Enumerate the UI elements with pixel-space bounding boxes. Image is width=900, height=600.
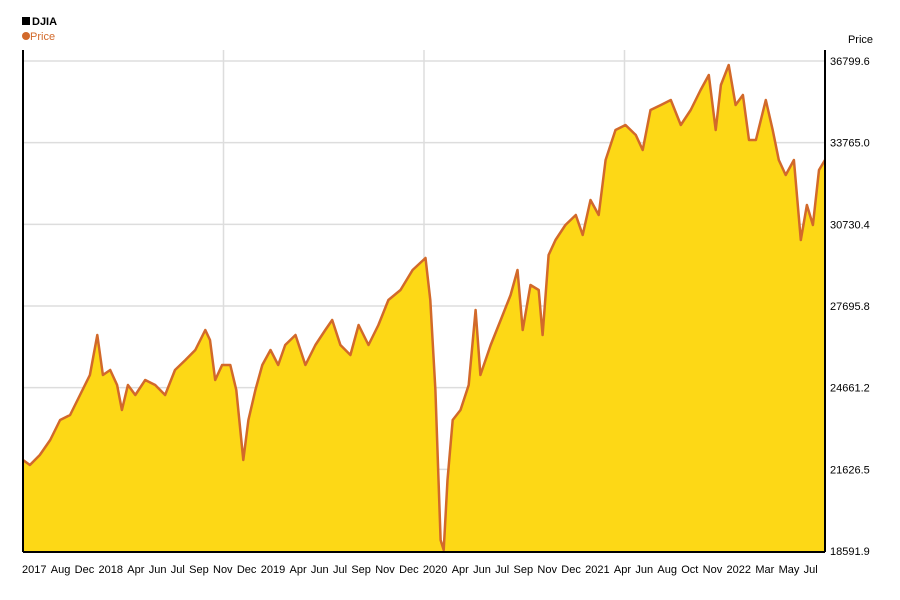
price-area (23, 65, 825, 551)
x-tick-label: Jun (473, 564, 491, 576)
x-tick-label: Aug (50, 564, 71, 576)
y-tick-label: 36799.6 (830, 56, 870, 68)
chart-title: DJIA (32, 16, 58, 28)
y-axis-label: Price (847, 34, 873, 46)
x-tick-labels: 2017 Aug Dec 2018 Apr Jun Jul Sep Nov Dec 2019 Apr J… (22, 564, 818, 577)
y-tick-label: 21626.5 (830, 464, 870, 476)
y-tick-label: 24661.2 (830, 383, 870, 395)
x-tick-label: 2020 (422, 564, 448, 576)
legend-dot-icon (22, 32, 30, 40)
y-tick-labels: 18591.9 21626.5 24661.2 27695.8 30730.4 33765… (830, 56, 870, 558)
x-tick-label: Dec (561, 564, 581, 576)
x-tick-label: Dec (74, 564, 95, 576)
x-tick-label: Nov (375, 564, 395, 576)
x-tick-label: 2021 (585, 564, 610, 576)
x-tick-label: Jul (332, 564, 348, 576)
x-tick-label: Jun (148, 564, 167, 576)
x-tick-label: Jul (803, 564, 818, 576)
x-tick-label: Oct (681, 564, 699, 576)
x-tick-label: Jun (635, 564, 654, 576)
x-tick-label: Sep (189, 564, 209, 576)
x-tick-label: 2019 (260, 564, 286, 576)
x-tick-label: Jun (310, 564, 329, 576)
x-tick-label: Apr (289, 564, 307, 576)
y-tick-label: 30730.4 (830, 219, 870, 231)
legend-item-price: Price (22, 31, 55, 43)
x-tick-label: 2018 (98, 564, 123, 576)
x-tick-label: Apr (127, 564, 145, 576)
x-tick-label: Jul (170, 564, 185, 576)
x-tick-label: Dec (236, 564, 257, 576)
legend-title: DJIA (22, 16, 57, 28)
legend-square-icon (22, 17, 30, 25)
x-tick-label: Aug (657, 564, 677, 576)
axes (22, 50, 826, 553)
x-tick-label: Dec (399, 564, 419, 576)
x-tick-label: Apr (613, 564, 632, 576)
x-tick-label: Apr (451, 564, 469, 576)
price-line (22, 63, 827, 552)
x-tick-label: 2022 (726, 564, 752, 576)
x-tick-label: Nov (213, 564, 233, 576)
x-tick-label: Nov (537, 564, 557, 576)
x-tick-label: Jul (495, 564, 510, 576)
y-tick-label: 33765.0 (830, 138, 870, 150)
x-tick-label: May (778, 564, 800, 576)
x-tick-label: Sep (351, 564, 371, 576)
x-tick-label: Mar (755, 564, 775, 576)
x-tick-label: Sep (513, 564, 534, 576)
x-tick-label: 2017 (22, 564, 47, 576)
y-tick-label: 27695.8 (830, 301, 870, 313)
legend-label: Price (30, 31, 56, 43)
y-tick-label: 18591.9 (830, 546, 870, 558)
x-tick-label: Nov (702, 564, 723, 576)
